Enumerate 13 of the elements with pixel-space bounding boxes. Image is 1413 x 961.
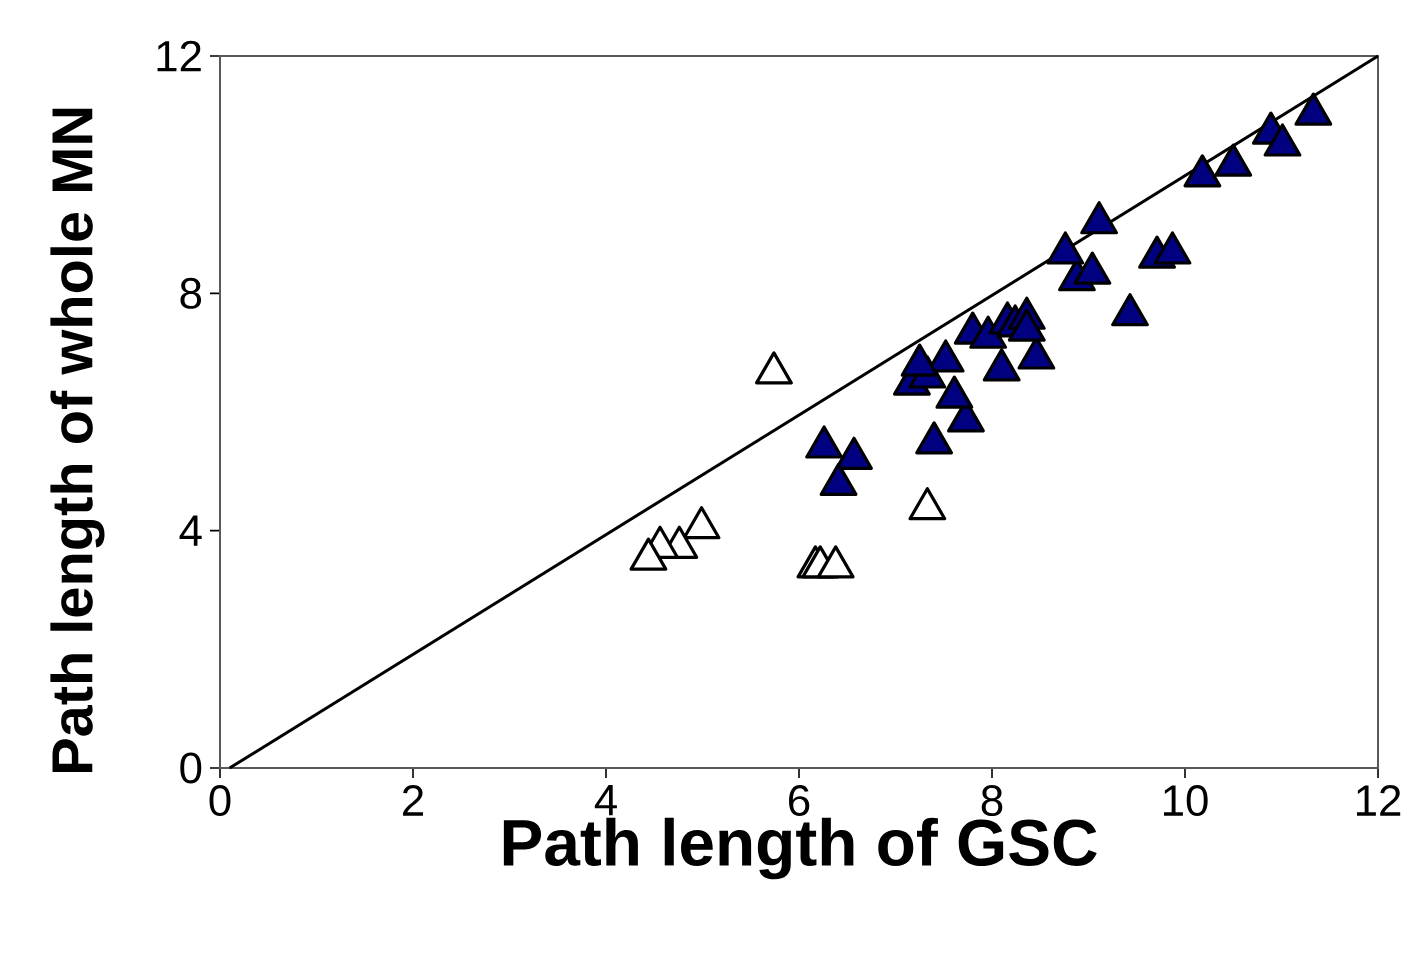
x-tick-label: 10 [1163, 785, 1208, 817]
x-tick-label: 6 [789, 785, 810, 817]
y-tick-label: 8 [180, 277, 202, 309]
x-tick-label: 0 [209, 785, 231, 817]
y-axis-title: Path length of whole MN [50, 108, 105, 773]
x-tick-label: 4 [594, 785, 617, 816]
x-tick-label: 12 [1356, 785, 1401, 816]
x-tick-label: 8 [981, 785, 1003, 817]
x-axis-title: Path length of GSC [503, 817, 1097, 880]
y-tick-label: 12 [157, 40, 201, 72]
y-tick-label: 4 [179, 515, 202, 546]
y-tick-label: 0 [180, 752, 202, 784]
x-tick-label: 2 [403, 785, 423, 816]
